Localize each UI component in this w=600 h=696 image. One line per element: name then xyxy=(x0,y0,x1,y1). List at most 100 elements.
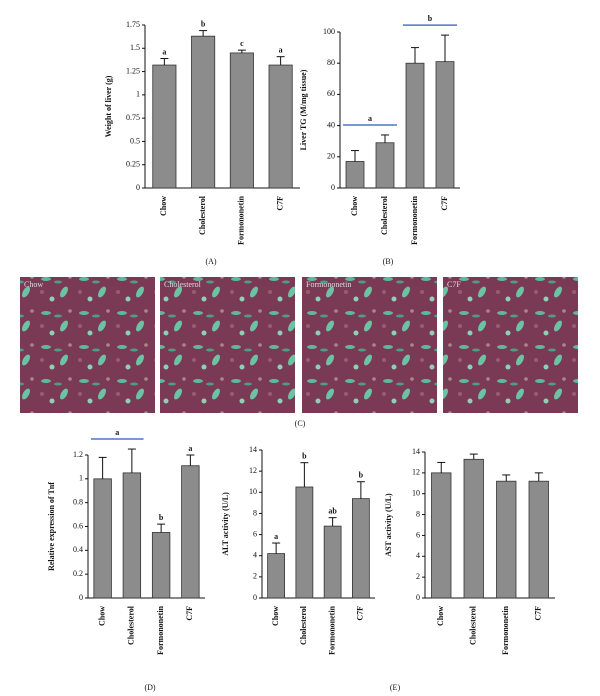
bar xyxy=(435,61,455,189)
significance-letter: a xyxy=(368,114,372,123)
bar xyxy=(181,465,200,599)
panel-label: (B) xyxy=(383,257,394,266)
bar xyxy=(496,480,517,599)
significance-letter: a xyxy=(115,428,119,437)
y-tick-label: 0.5 xyxy=(130,136,140,145)
x-tick-label: C7F xyxy=(356,606,365,621)
x-tick-label: C7F xyxy=(185,606,194,621)
y-axis-label: Relative expression of Tnf xyxy=(47,482,56,571)
y-tick-label: 2 xyxy=(253,572,257,581)
significance-letter: ab xyxy=(328,506,337,515)
y-tick-label: 1.5 xyxy=(130,43,140,52)
histology-image xyxy=(302,277,437,413)
bar xyxy=(267,553,285,599)
y-tick-label: 40 xyxy=(327,120,335,129)
histology-image xyxy=(20,277,155,413)
histology-panels: Chow Cholesterol Formononetin C7F xyxy=(20,277,578,413)
y-tick-label: 0 xyxy=(416,593,420,602)
y-tick-label: 100 xyxy=(323,27,335,36)
significance-letter: a xyxy=(279,45,283,54)
x-tick-label: Chow xyxy=(436,606,445,626)
x-tick-label: Chow xyxy=(97,606,106,626)
x-tick-label: Cholesterol xyxy=(380,195,389,235)
x-tick-label: Formononetin xyxy=(410,195,419,244)
y-tick-label: 4 xyxy=(416,551,420,560)
bar xyxy=(375,142,395,189)
panel-label: (A) xyxy=(205,257,216,266)
y-tick-label: 2 xyxy=(416,572,420,581)
significance-letter: b xyxy=(428,14,433,23)
y-tick-label: 0 xyxy=(136,183,140,192)
histology-label: C7F xyxy=(447,280,461,289)
x-tick-label: Cholesterol xyxy=(127,605,136,645)
y-tick-label: 10 xyxy=(249,487,257,496)
significance-letter: b xyxy=(201,19,206,28)
x-tick-label: Formononetin xyxy=(501,605,510,654)
y-tick-label: 12 xyxy=(412,468,420,477)
y-tick-label: 0 xyxy=(331,183,335,192)
significance-letter: a xyxy=(274,532,278,541)
x-tick-label: Cholesterol xyxy=(198,195,207,235)
y-tick-label: 1.75 xyxy=(126,20,140,29)
x-tick-label: Formononetin xyxy=(156,605,165,654)
y-tick-label: 8 xyxy=(253,508,257,517)
x-tick-label: Chow xyxy=(271,606,280,626)
y-tick-label: 0.75 xyxy=(126,113,140,122)
y-tick-label: 6 xyxy=(416,530,420,539)
panel-label: (D) xyxy=(144,683,155,692)
y-tick-label: 80 xyxy=(327,58,335,67)
y-axis-label: Liver TG (M/mg tissue) xyxy=(299,69,308,150)
y-tick-label: 1 xyxy=(136,90,140,99)
histology-label: Cholesterol xyxy=(164,280,202,289)
bar xyxy=(191,35,216,189)
histology-image xyxy=(160,277,295,413)
y-tick-label: 4 xyxy=(253,551,257,560)
y-tick-label: 6 xyxy=(253,529,257,538)
bar xyxy=(122,472,142,599)
x-tick-label: Formononetin xyxy=(237,195,246,244)
x-tick-label: Cholesterol xyxy=(299,605,308,645)
significance-letter: b xyxy=(302,452,307,461)
y-tick-label: 60 xyxy=(327,89,335,98)
y-tick-label: 0.4 xyxy=(73,545,83,554)
significance-letter: a xyxy=(162,47,166,56)
x-tick-label: C7F xyxy=(275,196,284,211)
panel-label: (C) xyxy=(295,419,306,428)
x-tick-label: C7F xyxy=(440,196,449,211)
y-tick-label: 0.8 xyxy=(73,497,83,506)
bar xyxy=(405,62,425,189)
y-tick-label: 0.25 xyxy=(126,160,140,169)
x-tick-label: Formononetin xyxy=(327,605,336,654)
y-tick-label: 0 xyxy=(253,593,257,602)
bar xyxy=(351,498,370,599)
histology-label: Chow xyxy=(24,280,43,289)
significance-letter: a xyxy=(188,444,192,453)
bar xyxy=(268,64,293,189)
x-tick-label: Chow xyxy=(350,196,359,216)
y-tick-label: 14 xyxy=(249,445,257,454)
y-tick-label: 14 xyxy=(412,447,420,456)
y-tick-label: 0.6 xyxy=(73,521,83,530)
y-axis-label: Weight of liver (g) xyxy=(104,75,113,137)
x-tick-label: Cholesterol xyxy=(469,605,478,645)
bar xyxy=(295,486,314,599)
bar xyxy=(528,480,549,599)
y-tick-label: 1 xyxy=(79,474,83,483)
x-tick-label: C7F xyxy=(534,606,543,621)
panel-label: (E) xyxy=(390,683,401,692)
x-tick-label: Chow xyxy=(159,196,168,216)
y-axis-label: AST activity (U/L) xyxy=(384,493,393,557)
y-tick-label: 12 xyxy=(249,466,257,475)
bar xyxy=(345,161,365,189)
significance-letter: c xyxy=(240,39,244,48)
y-tick-label: 1.25 xyxy=(126,66,140,75)
y-axis-label: ALT activity (U/L) xyxy=(221,492,230,556)
y-tick-label: 1.2 xyxy=(73,450,83,459)
bar xyxy=(323,525,342,599)
bar xyxy=(229,52,254,189)
bar xyxy=(151,532,171,599)
y-tick-label: 8 xyxy=(416,509,420,518)
y-tick-label: 10 xyxy=(412,489,420,498)
bar xyxy=(152,64,177,189)
